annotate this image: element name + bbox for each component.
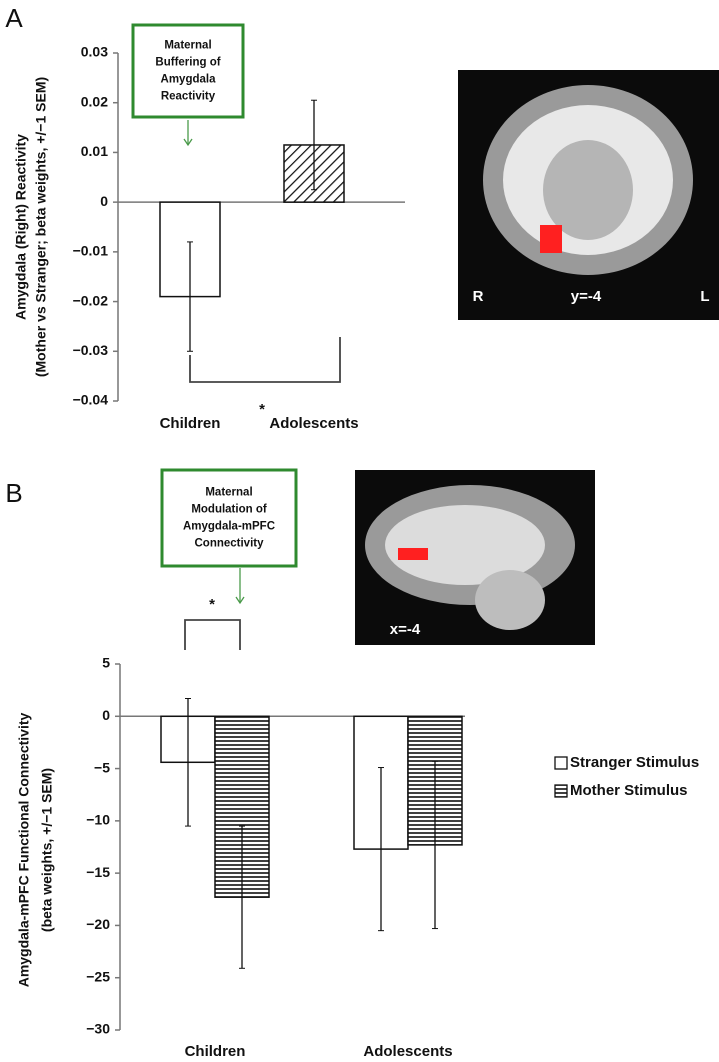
annotation-text: Modulation of (191, 504, 267, 516)
y-tick-label: 0 (100, 193, 108, 209)
page: A Amygdala (Right) Reactivity(Mother vs S… (0, 0, 719, 1062)
panel-label: B (5, 478, 22, 508)
y-tick-label: −20 (86, 916, 110, 932)
y-axis-label: (beta weights, +/−1 SEM) (39, 768, 55, 932)
annotation-text: Amygdala-mPFC (183, 521, 275, 533)
annotation-text: Amygdala (161, 74, 217, 86)
y-tick-label: −0.03 (73, 342, 109, 358)
annotation-text: Maternal (164, 40, 211, 52)
annotation-text: Buffering of (155, 57, 220, 69)
y-tick-label: 5 (102, 655, 110, 671)
brain-image (355, 470, 595, 645)
x-tick-label: Children (185, 1043, 246, 1060)
image-label: y=-4 (571, 288, 602, 305)
annotation-text: Maternal (205, 487, 252, 499)
figure: A Amygdala (Right) Reactivity(Mother vs S… (0, 0, 719, 1062)
image-label: x=-4 (390, 621, 421, 638)
image-label: L (700, 288, 709, 305)
legend-label: Mother Stimulus (570, 782, 688, 799)
y-tick-label: 0.03 (81, 44, 108, 60)
legend-swatch (555, 757, 567, 769)
y-tick-label: −5 (94, 759, 110, 775)
y-axis-label: Amygdala (Right) Reactivity (13, 134, 29, 320)
significance-bracket (190, 337, 340, 382)
y-tick-label: 0.01 (81, 143, 108, 159)
significance-star: * (209, 596, 215, 613)
significance-star: * (259, 401, 265, 418)
annotation-text: Connectivity (194, 538, 264, 550)
y-tick-label: 0 (102, 707, 110, 723)
panel-label: A (5, 3, 23, 33)
image-label: R (473, 288, 484, 305)
legend-swatch (555, 785, 567, 797)
y-tick-label: 0.02 (81, 93, 108, 109)
y-axis-label: (Mother vs Stranger; beta weights, +/−1 … (33, 77, 49, 377)
brain-image (458, 70, 719, 320)
x-tick-label: Children (160, 415, 221, 432)
annotation-text: Reactivity (161, 91, 216, 103)
y-tick-label: −15 (86, 864, 110, 880)
legend-label: Stranger Stimulus (570, 754, 699, 771)
y-axis-label: Amygdala-mPFC Functional Connectivity (16, 712, 32, 987)
y-tick-label: −0.01 (73, 243, 109, 259)
annotation-box (162, 470, 296, 566)
y-tick-label: −0.02 (73, 292, 109, 308)
x-tick-label: Adolescents (269, 415, 358, 432)
y-tick-label: −0.04 (73, 392, 109, 408)
y-tick-label: −10 (86, 812, 110, 828)
x-tick-label: Adolescents (363, 1043, 452, 1060)
significance-bracket (185, 620, 240, 650)
y-tick-label: −25 (86, 968, 110, 984)
y-tick-label: −30 (86, 1021, 110, 1037)
